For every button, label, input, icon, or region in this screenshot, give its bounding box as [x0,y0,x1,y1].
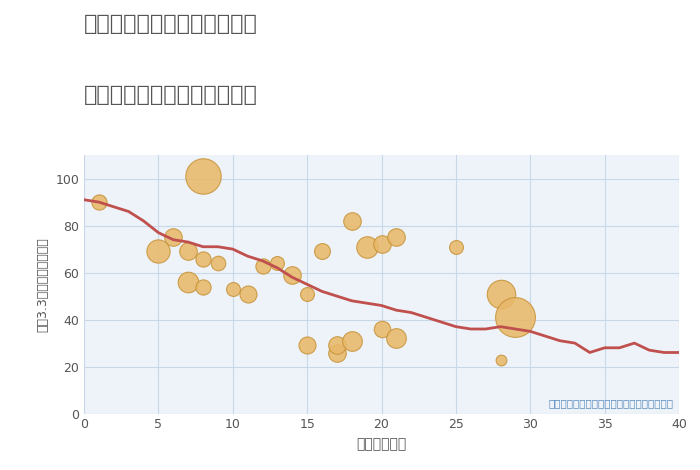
Point [257,262,268,269]
Point [510,313,521,321]
Point [272,259,283,267]
Text: 築年数別中古マンション価格: 築年数別中古マンション価格 [84,85,258,105]
Text: 円の大きさは、取引のあった物件面積を示す: 円の大きさは、取引のあった物件面積を示す [548,398,673,408]
Point [197,172,209,180]
Point [197,283,209,290]
Point [331,342,342,349]
Point [346,337,357,345]
X-axis label: 築年数（年）: 築年数（年） [356,437,407,451]
Point [197,255,209,262]
Point [242,290,253,298]
Point [183,248,194,255]
Point [346,217,357,225]
Point [391,335,402,342]
Point [391,234,402,241]
Point [316,248,328,255]
Y-axis label: 坪（3.3㎡）単価（万円）: 坪（3.3㎡）単価（万円） [36,237,50,332]
Point [361,243,372,251]
Point [183,278,194,286]
Point [495,356,506,363]
Point [331,349,342,356]
Point [450,243,461,251]
Point [212,259,223,267]
Point [153,248,164,255]
Point [93,198,104,206]
Point [376,325,387,333]
Point [168,234,179,241]
Point [376,241,387,248]
Text: 岐阜県飛騨市神岡町梨ヶ根の: 岐阜県飛騨市神岡町梨ヶ根の [84,14,258,34]
Point [287,271,298,279]
Point [302,342,313,349]
Point [227,285,238,293]
Point [302,290,313,298]
Point [495,290,506,298]
